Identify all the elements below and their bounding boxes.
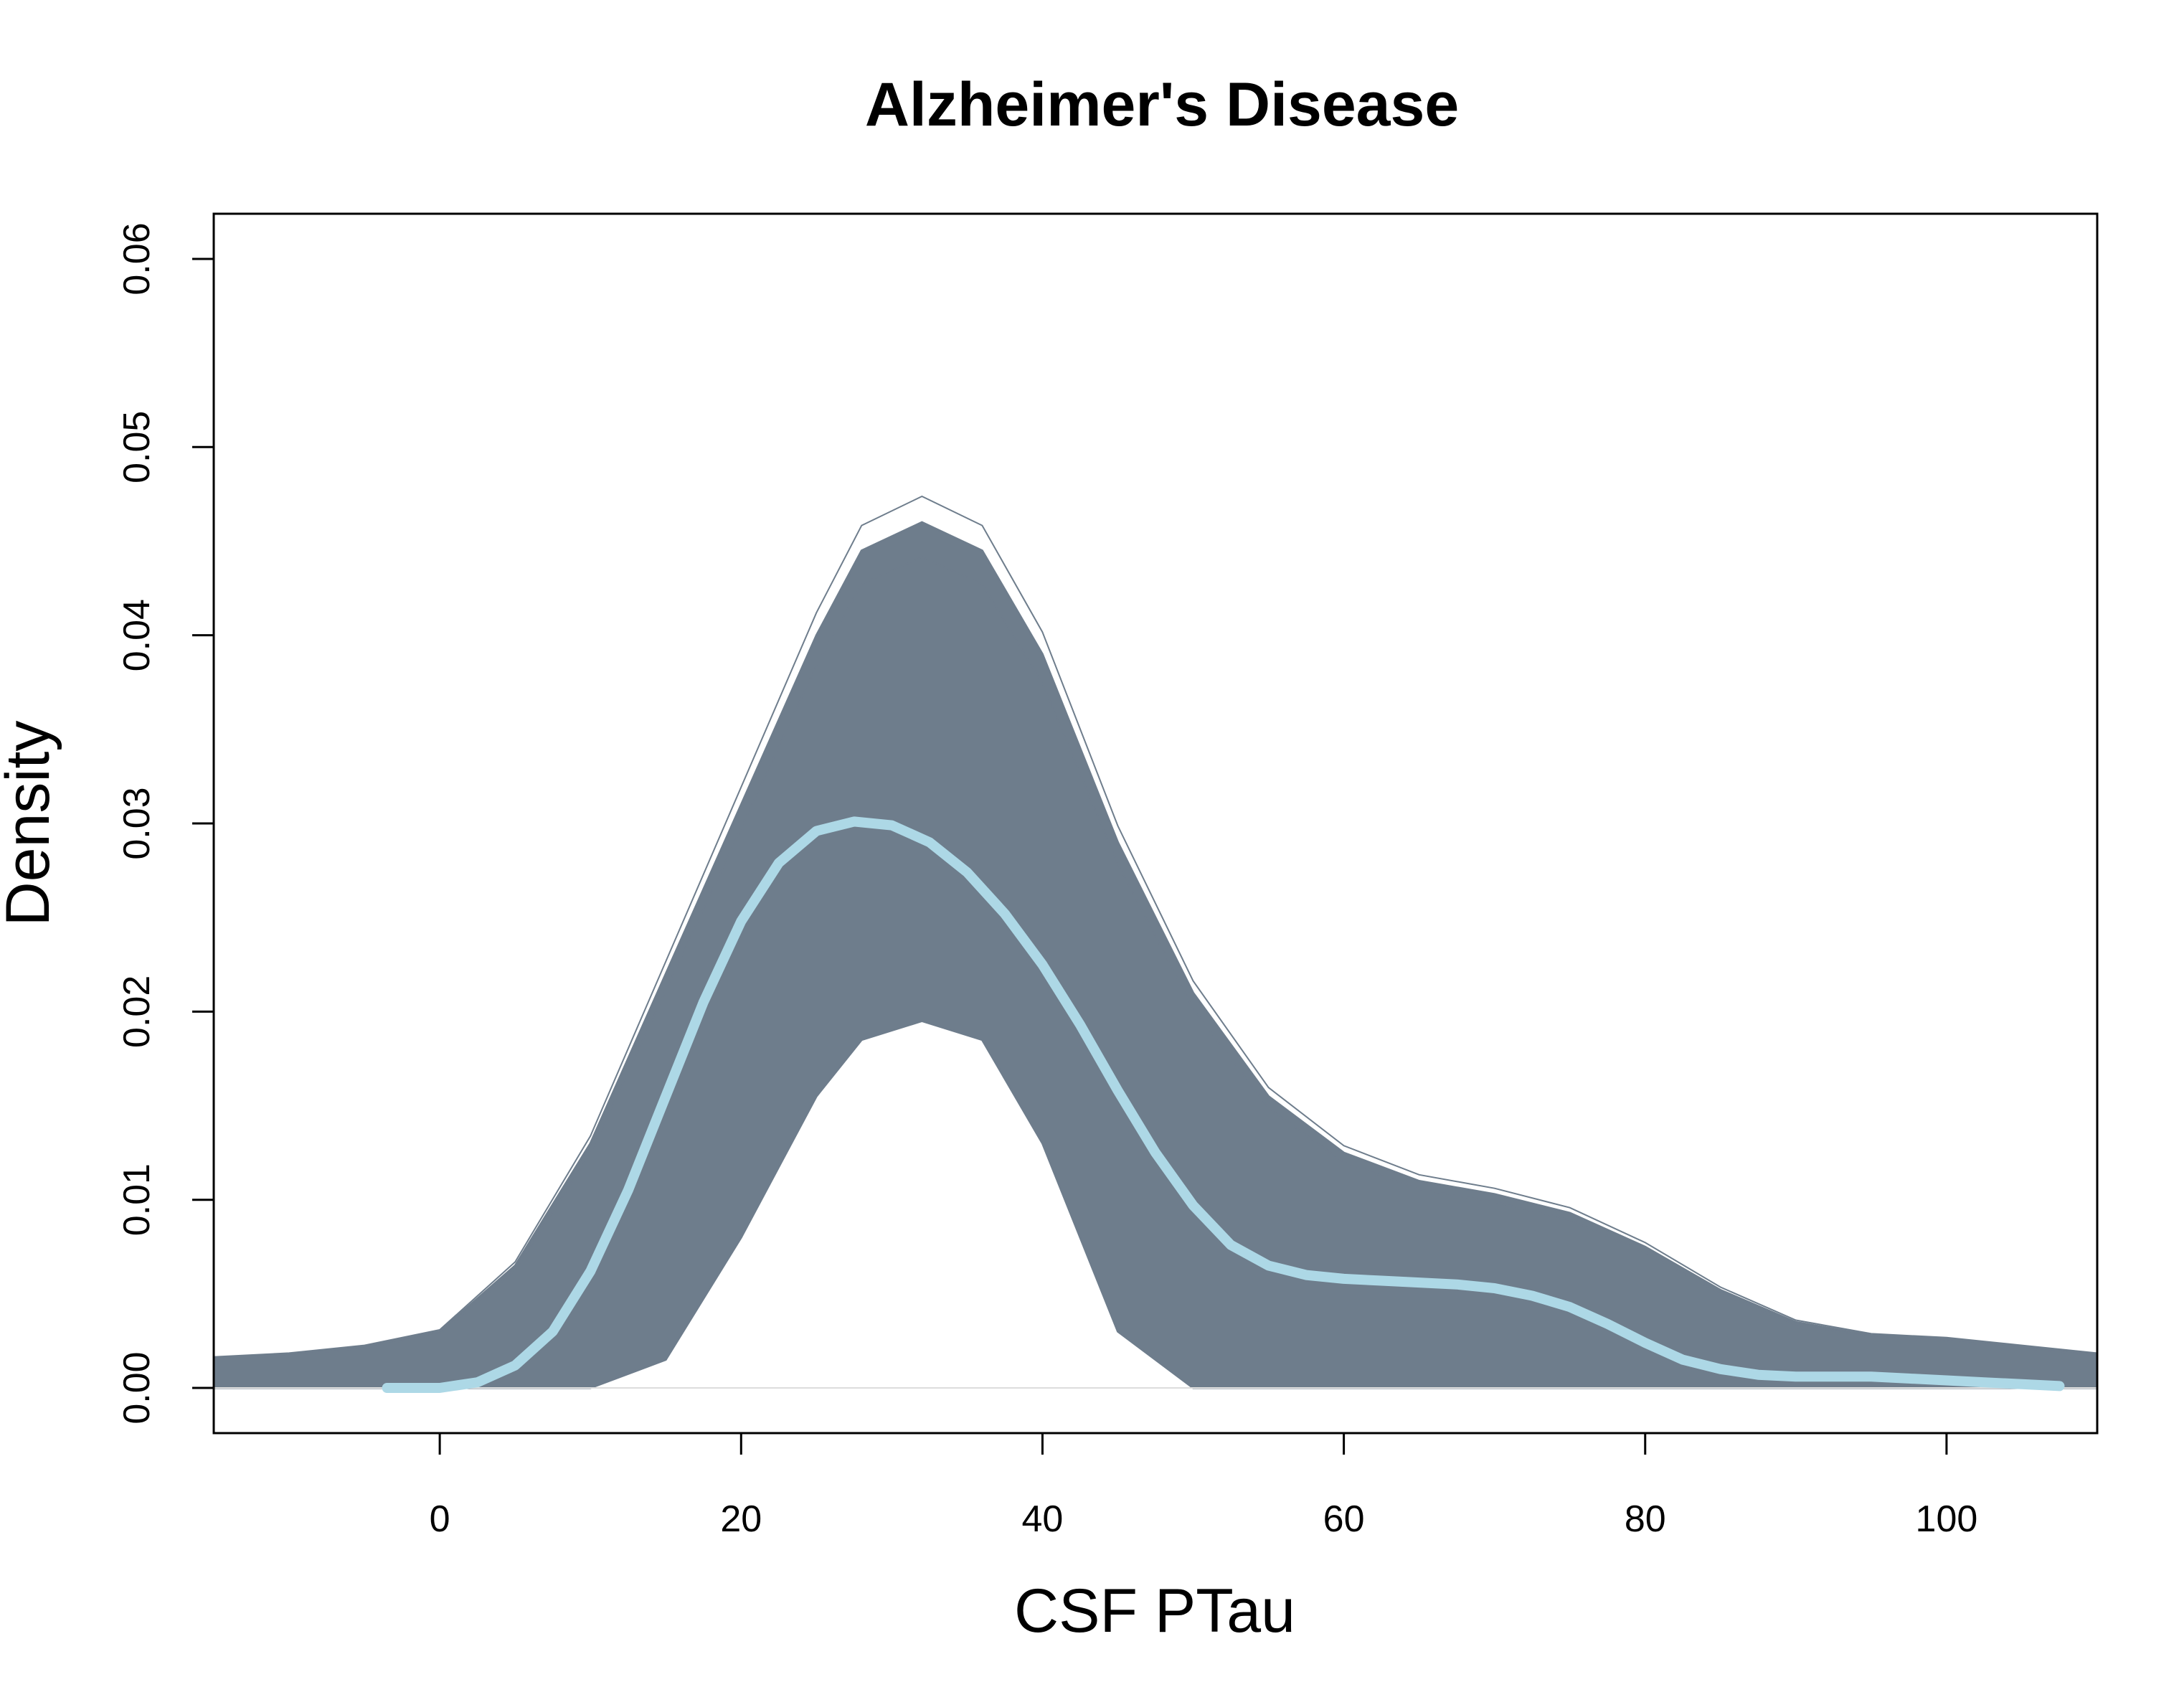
y-tick-label: 0.04 — [116, 599, 158, 671]
bootstrap-curve — [214, 521, 2097, 1359]
bootstrap-curve — [214, 495, 2097, 1358]
mean-density-line — [382, 816, 2065, 1393]
x-tick-label: 40 — [1022, 1498, 1064, 1540]
x-tick-label: 80 — [1625, 1498, 1666, 1540]
bootstrap-curve — [214, 556, 2097, 1360]
x-tick-label: 100 — [1916, 1498, 1978, 1540]
y-tick-label: 0.06 — [116, 222, 158, 295]
chart-title: Alzheimer's Disease — [865, 70, 1459, 139]
x-tick-label: 20 — [720, 1498, 762, 1540]
x-axis-label: CSF PTau — [1014, 1577, 1295, 1645]
y-tick-label: 0.05 — [116, 411, 158, 483]
y-tick-label: 0.01 — [116, 1163, 158, 1236]
x-tick-label: 0 — [430, 1498, 450, 1540]
y-tick-label: 0.00 — [116, 1351, 158, 1424]
y-tick-label: 0.03 — [116, 787, 158, 859]
x-tick-label: 60 — [1323, 1498, 1365, 1540]
y-axis-label: Density — [0, 721, 62, 927]
bootstrap-density-band — [214, 521, 2097, 1389]
x-axis: 0 20 40 60 80 100 — [430, 1433, 1978, 1540]
y-axis: 0.00 0.01 0.02 0.03 0.04 0.05 0.06 — [116, 222, 214, 1424]
y-tick-label: 0.02 — [116, 975, 158, 1048]
